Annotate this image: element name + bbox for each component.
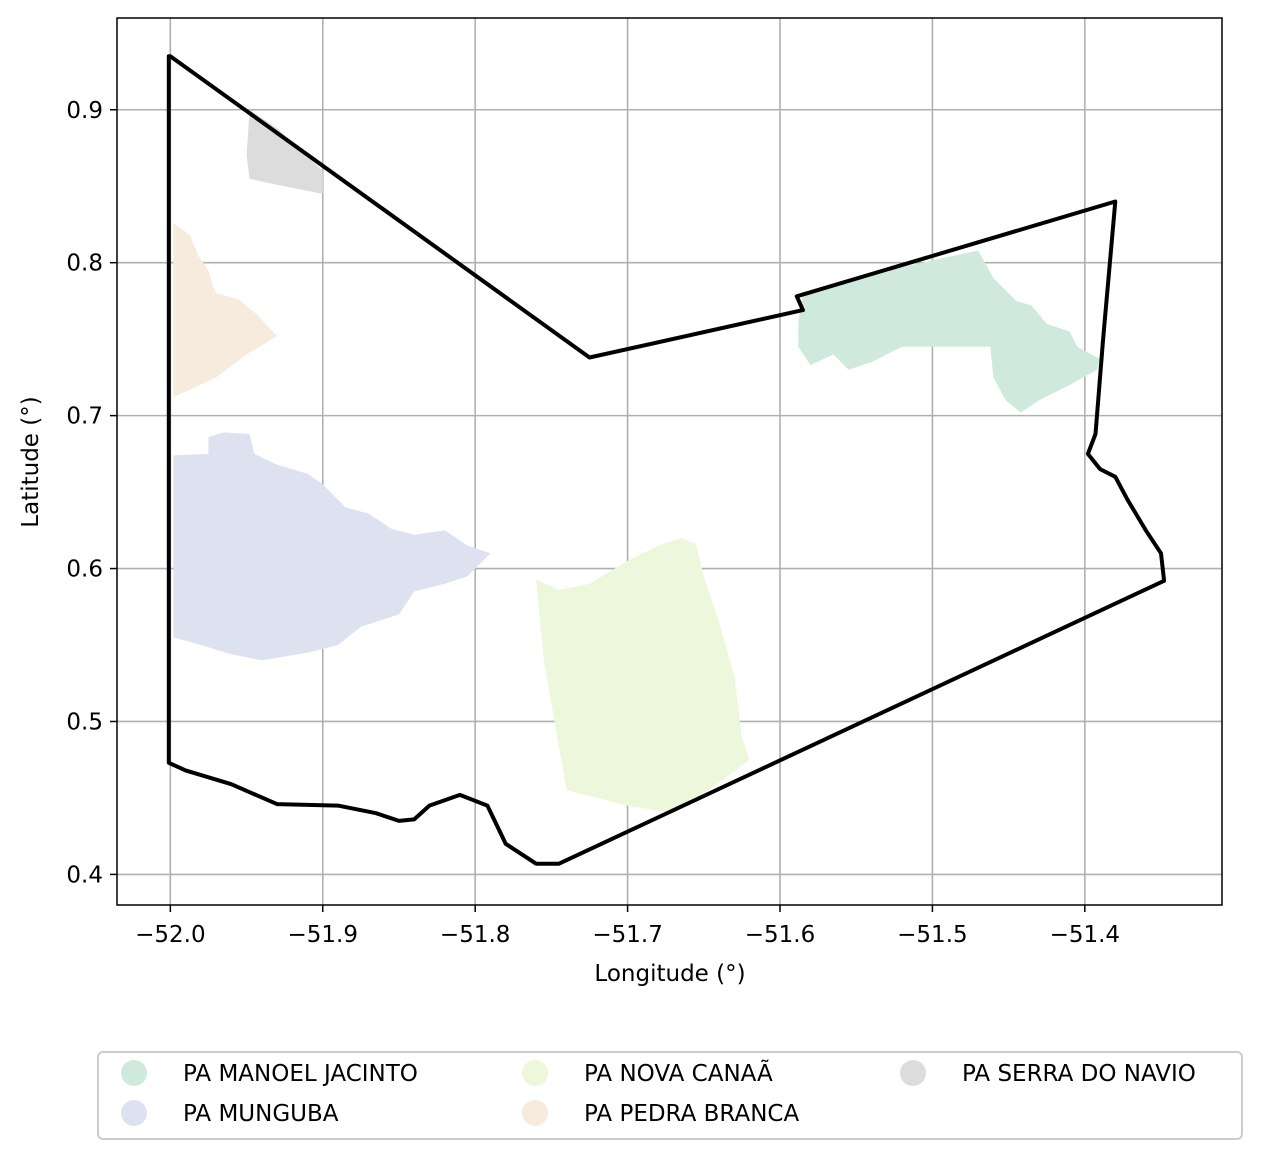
y-tick-label: 0.6 <box>66 557 103 583</box>
legend-marker <box>121 1100 147 1126</box>
legend-frame <box>97 1051 1243 1140</box>
municipality-boundary <box>166 54 1167 866</box>
x-tick-label: −51.5 <box>897 922 967 948</box>
area-pa-munguba <box>173 432 491 661</box>
x-tick-label: −52.0 <box>135 922 205 948</box>
y-tick-label: 0.5 <box>66 709 103 735</box>
x-tick-label: −51.8 <box>440 922 510 948</box>
area-pa-manoel-jacinto <box>798 250 1101 413</box>
area-pa-nova-cana- <box>536 538 750 814</box>
y-axis-ticks: 0.4 0.5 0.6 0.7 0.8 0.9 <box>66 98 117 888</box>
x-tick-label: −51.4 <box>1050 922 1120 948</box>
y-axis-label: Latitude (°) <box>18 396 44 527</box>
legend-marker <box>522 1060 548 1086</box>
legend-label: PA PEDRA BRANCA <box>584 1101 799 1127</box>
x-tick-label: −51.9 <box>288 922 358 948</box>
legend-label: PA SERRA DO NAVIO <box>962 1061 1196 1087</box>
legend-marker <box>121 1060 147 1086</box>
x-tick-label: −51.6 <box>745 922 815 948</box>
area-pa-serra-do-navio <box>246 109 323 194</box>
x-axis-label: Longitude (°) <box>594 961 745 987</box>
y-tick-label: 0.8 <box>66 251 103 277</box>
legend: PA MANOEL JACINTO PA MUNGUBA PA NOVA CANAÃ… <box>97 1051 1243 1140</box>
settlement-areas <box>173 109 1101 814</box>
plot-frame <box>116 17 1223 906</box>
legend-label: PA NOVA CANAÃ <box>584 1059 773 1087</box>
x-tick-label: −51.7 <box>592 922 662 948</box>
x-axis-ticks: −52.0 −51.9 −51.8 −51.7 −51.6 −51.5 −51.4 <box>135 905 1120 948</box>
legend-marker <box>900 1060 926 1086</box>
legend-marker <box>522 1100 548 1126</box>
grid-lines <box>117 18 1222 905</box>
legend-label: PA MANOEL JACINTO <box>183 1061 418 1087</box>
legend-label: PA MUNGUBA <box>183 1101 339 1127</box>
area-pa-pedra-branca <box>173 222 277 398</box>
y-tick-label: 0.7 <box>66 404 103 430</box>
y-tick-label: 0.4 <box>66 862 103 888</box>
y-tick-label: 0.9 <box>66 98 103 124</box>
